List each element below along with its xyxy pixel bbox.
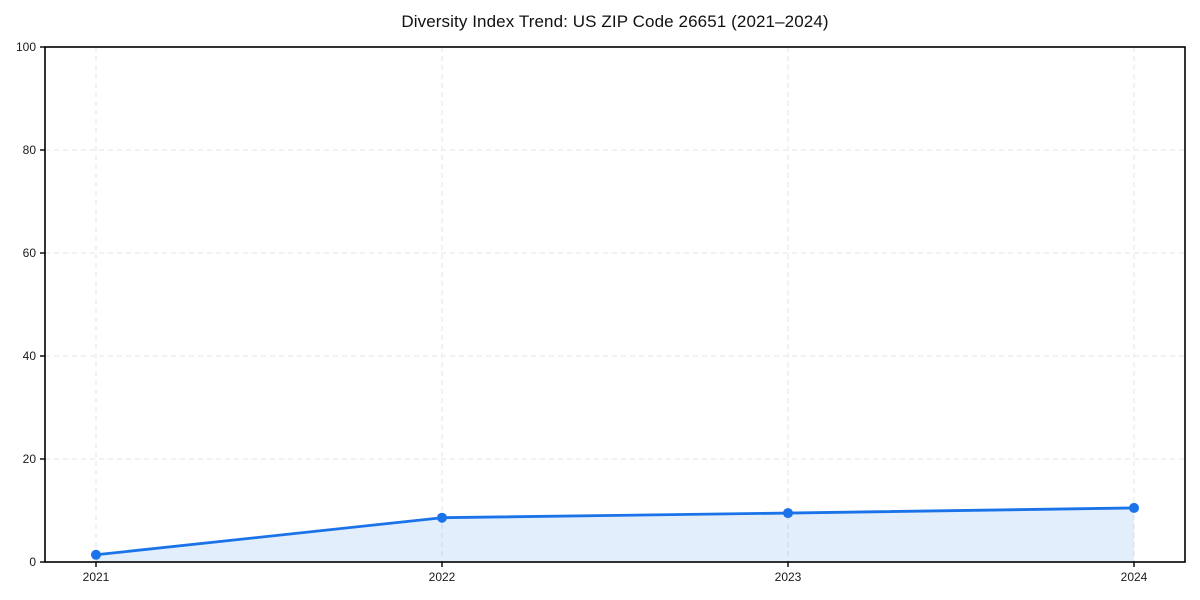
- chart-title: Diversity Index Trend: US ZIP Code 26651…: [401, 12, 829, 31]
- x-tick-label: 2023: [775, 570, 802, 584]
- series-line: [94, 506, 1136, 557]
- x-tick-label: 2024: [1121, 570, 1148, 584]
- plot-border: [44, 46, 1186, 563]
- data-point-marker: [1129, 502, 1139, 513]
- data-point-marker: [91, 549, 101, 560]
- x-tick-label: 2022: [429, 570, 456, 584]
- x-tick-label: 2021: [83, 570, 110, 584]
- y-tick-label: 100: [16, 40, 36, 54]
- y-tick-label: 40: [23, 349, 37, 363]
- y-tick-label: 80: [23, 143, 37, 157]
- data-point-marker: [783, 508, 793, 519]
- y-tick-label: 60: [23, 246, 37, 260]
- y-tick-label: 20: [23, 452, 37, 466]
- data-point-marker: [437, 512, 447, 523]
- series-area-fill: [96, 507, 1134, 562]
- y-tick-label: 0: [29, 555, 36, 569]
